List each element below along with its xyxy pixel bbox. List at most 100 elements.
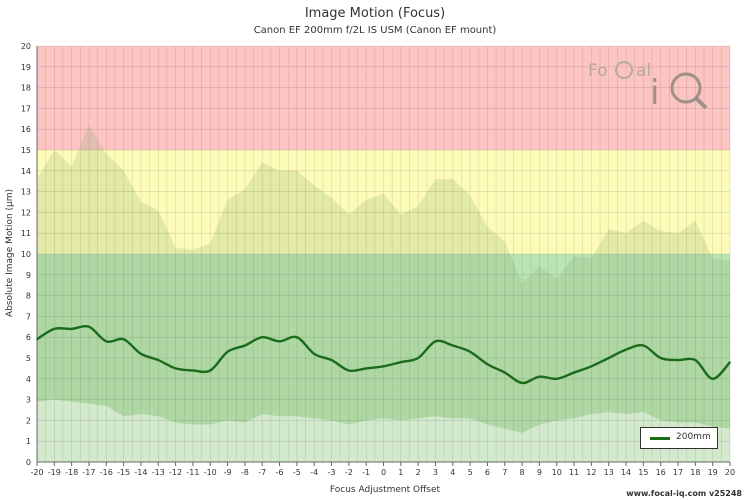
data-point [486,363,489,366]
chart-legend: 200mm [640,427,718,449]
y-tick-label: 17 [21,104,31,113]
footer-credit: www.focal-iq.com v25248 [626,489,742,498]
data-point [400,361,402,363]
x-tick-label: -8 [241,468,249,477]
x-tick-label: 8 [520,468,525,477]
y-tick-label: 2 [26,416,31,425]
x-tick-label: -11 [186,468,199,477]
data-point [555,378,558,380]
y-tick-label: 18 [21,84,31,93]
x-tick-label: 11 [569,468,579,477]
logo-magnifier-handle [694,96,708,110]
y-tick-label: 13 [21,188,31,197]
x-tick-label: 2 [416,468,421,477]
y-tick-label: 9 [26,271,31,280]
x-axis-label: Focus Adjustment Offset [329,485,441,495]
y-tick-label: 8 [26,292,31,301]
lower-range-area [37,399,730,462]
logo-graphic: Fo al i [588,61,708,113]
y-tick-label: 3 [26,396,31,405]
y-tick-label: 20 [21,42,31,51]
x-tick-label: 12 [586,468,596,477]
data-point [607,357,610,359]
data-point [53,328,56,330]
data-point [226,350,229,353]
data-point [711,378,714,380]
data-point [105,340,108,343]
zone-band-1 [37,150,730,254]
zone-band-2 [37,46,730,150]
data-point [244,344,246,347]
data-point [590,365,593,368]
x-tick-label: -15 [117,468,130,477]
x-tick-label: 19 [708,468,718,477]
data-point [122,338,125,341]
data-point [729,361,731,363]
x-tick-label: -1 [362,468,370,477]
legend-label: 200mm [676,432,711,442]
x-tick-label: 16 [656,468,666,477]
data-point [382,365,385,368]
x-tick-label: -4 [310,468,318,477]
y-tick-label: 4 [26,375,31,384]
y-tick-label: 0 [26,458,31,467]
data-point [36,338,38,341]
data-point [330,359,333,361]
x-tick-label: 15 [638,468,648,477]
x-tick-label: 0 [381,468,386,477]
data-point [503,371,506,374]
y-tick-label: 12 [21,208,31,217]
x-tick-label: -12 [169,468,182,477]
data-point [192,369,194,372]
y-tick-label: 7 [26,312,31,321]
data-point [157,359,160,361]
y-tick-label: 6 [26,333,31,342]
logo-text-al: al [636,61,651,81]
x-tick-label: -20 [30,468,43,477]
data-point [140,353,142,355]
data-point [278,340,281,343]
x-tick-label: -16 [100,468,113,477]
x-tick-label: -18 [65,468,78,477]
y-tick-label: 15 [21,146,31,155]
x-tick-label: 18 [690,468,700,477]
y-tick-label: 1 [26,437,31,446]
data-point [70,328,73,330]
data-point [677,359,679,361]
data-point [174,367,177,370]
data-point [209,369,212,372]
data-point [659,357,662,359]
logo-c-icon [615,61,633,79]
x-tick-label: -2 [345,468,353,477]
x-tick-label: 9 [537,468,542,477]
x-tick-label: -14 [134,468,147,477]
data-point [521,382,523,384]
data-point [625,348,627,351]
logo-text-fo: Fo [588,61,608,81]
x-tick-label: -13 [152,468,165,477]
x-tick-label: 13 [604,468,614,477]
data-point [88,326,90,328]
x-tick-label: -9 [224,468,232,477]
data-point [469,350,471,353]
logo-magnifier-icon [670,72,702,104]
y-tick-label: 10 [21,250,31,259]
data-point [261,336,264,339]
data-point [538,375,541,378]
x-tick-label: -6 [276,468,284,477]
data-point [434,340,437,343]
logo-text-i: i [650,73,659,113]
legend-swatch [650,437,670,440]
data-point [694,359,697,361]
chart-subtitle: Canon EF 200mm f/2L IS USM (Canon EF mou… [253,25,497,36]
y-tick-label: 5 [26,354,31,363]
x-tick-label: 17 [673,468,683,477]
data-point [417,357,419,359]
data-point [452,344,454,347]
chart-title: Image Motion (Focus) [304,6,446,21]
y-tick-label: 16 [21,125,31,134]
data-point [313,353,316,355]
y-tick-label: 14 [21,167,31,176]
x-tick-label: 6 [485,468,490,477]
